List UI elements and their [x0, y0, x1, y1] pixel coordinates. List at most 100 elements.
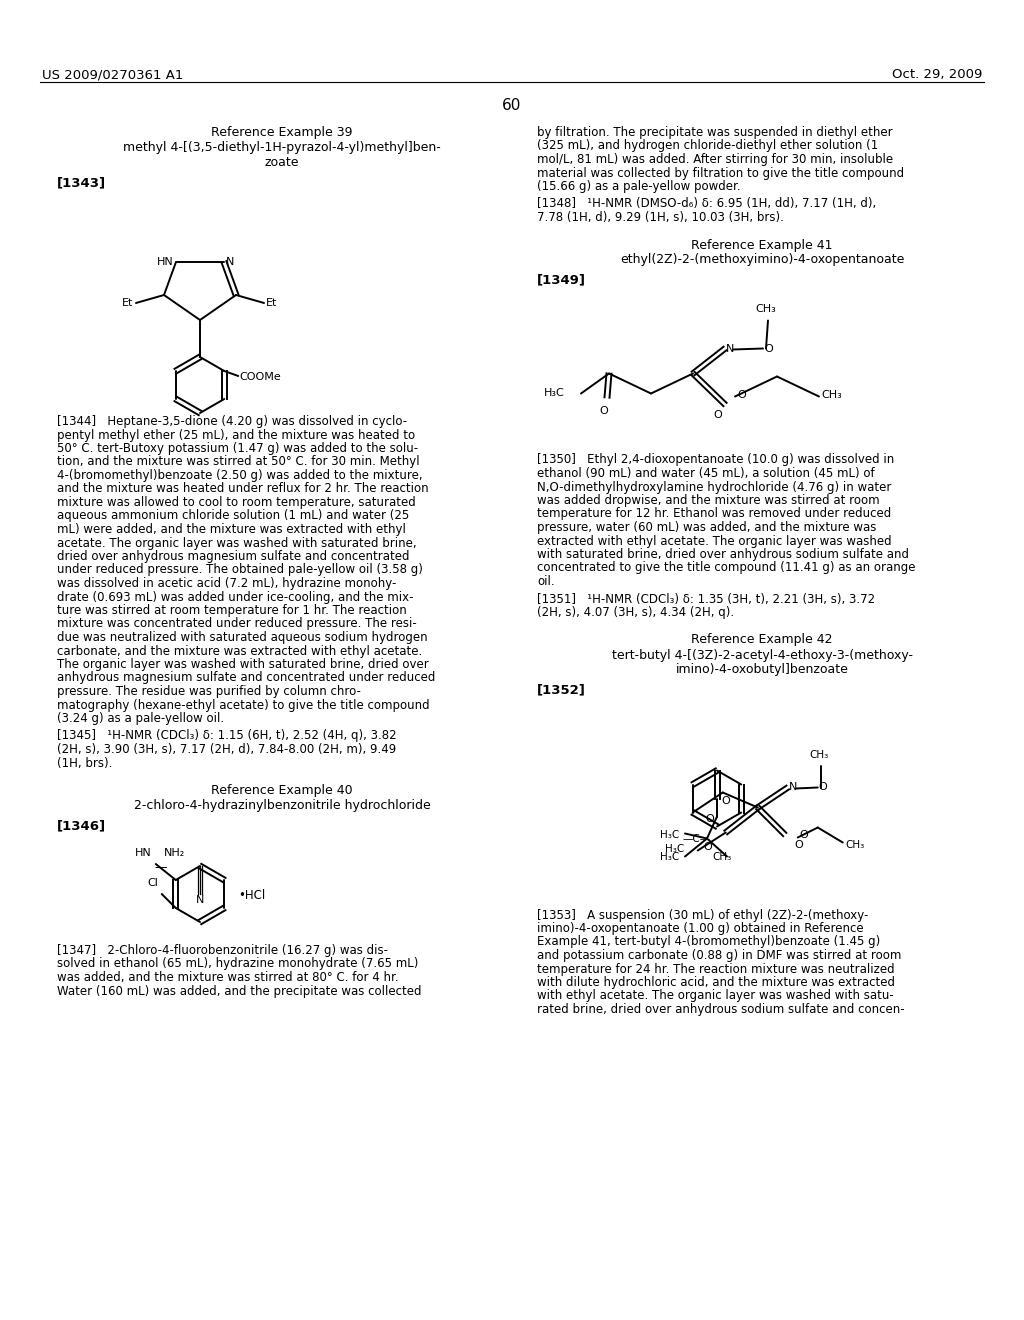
Text: mixture was allowed to cool to room temperature, saturated: mixture was allowed to cool to room temp… [57, 496, 416, 510]
Text: dried over anhydrous magnesium sulfate and concentrated: dried over anhydrous magnesium sulfate a… [57, 550, 410, 564]
Text: mixture was concentrated under reduced pressure. The resi-: mixture was concentrated under reduced p… [57, 618, 417, 631]
Text: [1346]: [1346] [57, 818, 106, 832]
Text: carbonate, and the mixture was extracted with ethyl acetate.: carbonate, and the mixture was extracted… [57, 644, 422, 657]
Text: Example 41, tert-butyl 4-(bromomethyl)benzoate (1.45 g): Example 41, tert-butyl 4-(bromomethyl)be… [537, 936, 881, 949]
Text: H₃C: H₃C [659, 830, 679, 841]
Text: (1H, brs).: (1H, brs). [57, 756, 113, 770]
Text: rated brine, dried over anhydrous sodium sulfate and concen-: rated brine, dried over anhydrous sodium… [537, 1003, 904, 1016]
Text: was added dropwise, and the mixture was stirred at room: was added dropwise, and the mixture was … [537, 494, 880, 507]
Text: and the mixture was heated under reflux for 2 hr. The reaction: and the mixture was heated under reflux … [57, 483, 429, 495]
Text: matography (hexane-ethyl acetate) to give the title compound: matography (hexane-ethyl acetate) to giv… [57, 698, 430, 711]
Text: O: O [703, 842, 713, 853]
Text: acetate. The organic layer was washed with saturated brine,: acetate. The organic layer was washed wi… [57, 536, 417, 549]
Text: O: O [800, 829, 809, 840]
Text: (325 mL), and hydrogen chloride-diethyl ether solution (1: (325 mL), and hydrogen chloride-diethyl … [537, 140, 879, 153]
Text: imino)-4-oxopentanoate (1.00 g) obtained in Reference: imino)-4-oxopentanoate (1.00 g) obtained… [537, 921, 863, 935]
Text: O: O [737, 391, 745, 400]
Text: [1352]: [1352] [537, 684, 586, 697]
Text: Oct. 29, 2009: Oct. 29, 2009 [892, 69, 982, 81]
Text: Reference Example 42: Reference Example 42 [691, 634, 833, 647]
Text: H₃C: H₃C [665, 845, 684, 854]
Text: 60: 60 [503, 98, 521, 114]
Text: [1348]   ¹H-NMR (DMSO-d₆) δ: 6.95 (1H, dd), 7.17 (1H, d),: [1348] ¹H-NMR (DMSO-d₆) δ: 6.95 (1H, dd)… [537, 198, 877, 210]
Text: 50° C. tert-Butoxy potassium (1.47 g) was added to the solu-: 50° C. tert-Butoxy potassium (1.47 g) wa… [57, 442, 418, 455]
Text: [1347]   2-Chloro-4-fluorobenzonitrile (16.27 g) was dis-: [1347] 2-Chloro-4-fluorobenzonitrile (16… [57, 944, 388, 957]
Text: O: O [599, 405, 608, 416]
Text: US 2009/0270361 A1: US 2009/0270361 A1 [42, 69, 183, 81]
Text: mol/L, 81 mL) was added. After stirring for 30 min, insoluble: mol/L, 81 mL) was added. After stirring … [537, 153, 893, 166]
Text: [1344]   Heptane-3,5-dione (4.20 g) was dissolved in cyclo-: [1344] Heptane-3,5-dione (4.20 g) was di… [57, 414, 408, 428]
Text: pentyl methyl ether (25 mL), and the mixture was heated to: pentyl methyl ether (25 mL), and the mix… [57, 429, 415, 441]
Text: pressure. The residue was purified by column chro-: pressure. The residue was purified by co… [57, 685, 360, 698]
Text: [1343]: [1343] [57, 176, 106, 189]
Text: —: — [155, 861, 167, 874]
Text: with saturated brine, dried over anhydrous sodium sulfate and: with saturated brine, dried over anhydro… [537, 548, 909, 561]
Text: N: N [196, 895, 204, 906]
Text: CH₃: CH₃ [712, 853, 731, 862]
Text: [1345]   ¹H-NMR (CDCl₃) δ: 1.15 (6H, t), 2.52 (4H, q), 3.82: [1345] ¹H-NMR (CDCl₃) δ: 1.15 (6H, t), 2… [57, 730, 396, 742]
Text: HN: HN [135, 847, 152, 858]
Text: CH₃: CH₃ [846, 840, 865, 850]
Text: methyl 4-[(3,5-diethyl-1H-pyrazol-4-yl)methyl]ben-: methyl 4-[(3,5-diethyl-1H-pyrazol-4-yl)m… [123, 141, 441, 154]
Text: mL) were added, and the mixture was extracted with ethyl: mL) were added, and the mixture was extr… [57, 523, 406, 536]
Text: with ethyl acetate. The organic layer was washed with satu-: with ethyl acetate. The organic layer wa… [537, 990, 894, 1002]
Text: 7.78 (1H, d), 9.29 (1H, s), 10.03 (3H, brs).: 7.78 (1H, d), 9.29 (1H, s), 10.03 (3H, b… [537, 211, 784, 224]
Text: Reference Example 39: Reference Example 39 [211, 125, 352, 139]
Text: Cl: Cl [146, 878, 158, 888]
Text: Water (160 mL) was added, and the precipitate was collected: Water (160 mL) was added, and the precip… [57, 985, 422, 998]
Text: (2H, s), 4.07 (3H, s), 4.34 (2H, q).: (2H, s), 4.07 (3H, s), 4.34 (2H, q). [537, 606, 734, 619]
Text: The organic layer was washed with saturated brine, dried over: The organic layer was washed with satura… [57, 657, 429, 671]
Text: 2-chloro-4-hydrazinylbenzonitrile hydrochloride: 2-chloro-4-hydrazinylbenzonitrile hydroc… [133, 799, 430, 812]
Text: by filtration. The precipitate was suspended in diethyl ether: by filtration. The precipitate was suspe… [537, 125, 893, 139]
Text: Et: Et [122, 298, 133, 308]
Text: CH₃: CH₃ [821, 391, 842, 400]
Text: tert-butyl 4-[(3Z)-2-acetyl-4-ethoxy-3-(methoxy-: tert-butyl 4-[(3Z)-2-acetyl-4-ethoxy-3-(… [611, 648, 912, 661]
Text: temperature for 24 hr. The reaction mixture was neutralized: temperature for 24 hr. The reaction mixt… [537, 962, 895, 975]
Text: concentrated to give the title compound (11.41 g) as an orange: concentrated to give the title compound … [537, 561, 915, 574]
Text: [1353]   A suspension (30 mL) of ethyl (2Z)-2-(methoxy-: [1353] A suspension (30 mL) of ethyl (2Z… [537, 908, 868, 921]
Text: O: O [721, 796, 730, 807]
Text: under reduced pressure. The obtained pale-yellow oil (3.58 g): under reduced pressure. The obtained pal… [57, 564, 423, 577]
Text: with dilute hydrochloric acid, and the mixture was extracted: with dilute hydrochloric acid, and the m… [537, 975, 895, 989]
Text: O: O [705, 814, 714, 825]
Text: O: O [713, 411, 722, 421]
Text: H₃C: H₃C [544, 388, 565, 397]
Text: solved in ethanol (65 mL), hydrazine monohydrate (7.65 mL): solved in ethanol (65 mL), hydrazine mon… [57, 957, 419, 970]
Text: O: O [764, 343, 773, 354]
Text: zoate: zoate [265, 156, 299, 169]
Text: temperature for 12 hr. Ethanol was removed under reduced: temperature for 12 hr. Ethanol was remov… [537, 507, 891, 520]
Text: CH₃: CH₃ [756, 305, 776, 314]
Text: ture was stirred at room temperature for 1 hr. The reaction: ture was stirred at room temperature for… [57, 605, 407, 616]
Text: imino)-4-oxobutyl]benzoate: imino)-4-oxobutyl]benzoate [676, 664, 849, 676]
Text: due was neutralized with saturated aqueous sodium hydrogen: due was neutralized with saturated aqueo… [57, 631, 428, 644]
Text: [1349]: [1349] [537, 273, 586, 286]
Text: 4-(bromomethyl)benzoate (2.50 g) was added to the mixture,: 4-(bromomethyl)benzoate (2.50 g) was add… [57, 469, 423, 482]
Text: (15.66 g) as a pale-yellow powder.: (15.66 g) as a pale-yellow powder. [537, 180, 740, 193]
Text: ethyl(2Z)-2-(methoxyimino)-4-oxopentanoate: ethyl(2Z)-2-(methoxyimino)-4-oxopentanoa… [620, 253, 904, 267]
Text: CH₃: CH₃ [809, 750, 828, 759]
Text: extracted with ethyl acetate. The organic layer was washed: extracted with ethyl acetate. The organi… [537, 535, 892, 548]
Text: (2H, s), 3.90 (3H, s), 7.17 (2H, d), 7.84-8.00 (2H, m), 9.49: (2H, s), 3.90 (3H, s), 7.17 (2H, d), 7.8… [57, 743, 396, 756]
Text: N: N [226, 257, 234, 267]
Text: anhydrous magnesium sulfate and concentrated under reduced: anhydrous magnesium sulfate and concentr… [57, 672, 435, 685]
Text: ethanol (90 mL) and water (45 mL), a solution (45 mL) of: ethanol (90 mL) and water (45 mL), a sol… [537, 467, 874, 480]
Text: Reference Example 41: Reference Example 41 [691, 239, 833, 252]
Text: tion, and the mixture was stirred at 50° C. for 30 min. Methyl: tion, and the mixture was stirred at 50°… [57, 455, 420, 469]
Text: NH₂: NH₂ [164, 847, 185, 858]
Text: Et: Et [266, 298, 278, 308]
Text: material was collected by filtration to give the title compound: material was collected by filtration to … [537, 166, 904, 180]
Text: Reference Example 40: Reference Example 40 [211, 784, 353, 797]
Text: and potassium carbonate (0.88 g) in DMF was stirred at room: and potassium carbonate (0.88 g) in DMF … [537, 949, 901, 962]
Text: pressure, water (60 mL) was added, and the mixture was: pressure, water (60 mL) was added, and t… [537, 521, 877, 535]
Text: N: N [726, 343, 734, 354]
Text: N: N [788, 781, 797, 792]
Text: O: O [819, 781, 827, 792]
Text: [1351]   ¹H-NMR (CDCl₃) δ: 1.35 (3H, t), 2.21 (3H, s), 3.72: [1351] ¹H-NMR (CDCl₃) δ: 1.35 (3H, t), 2… [537, 593, 876, 606]
Text: was added, and the mixture was stirred at 80° C. for 4 hr.: was added, and the mixture was stirred a… [57, 972, 398, 983]
Text: N,O-dimethylhydroxylamine hydrochloride (4.76 g) in water: N,O-dimethylhydroxylamine hydrochloride … [537, 480, 891, 494]
Text: —C—: —C— [683, 833, 711, 843]
Text: oil.: oil. [537, 576, 555, 587]
Text: HN: HN [158, 257, 174, 267]
Text: COOMe: COOMe [240, 372, 281, 381]
Text: •HCl: •HCl [238, 888, 265, 902]
